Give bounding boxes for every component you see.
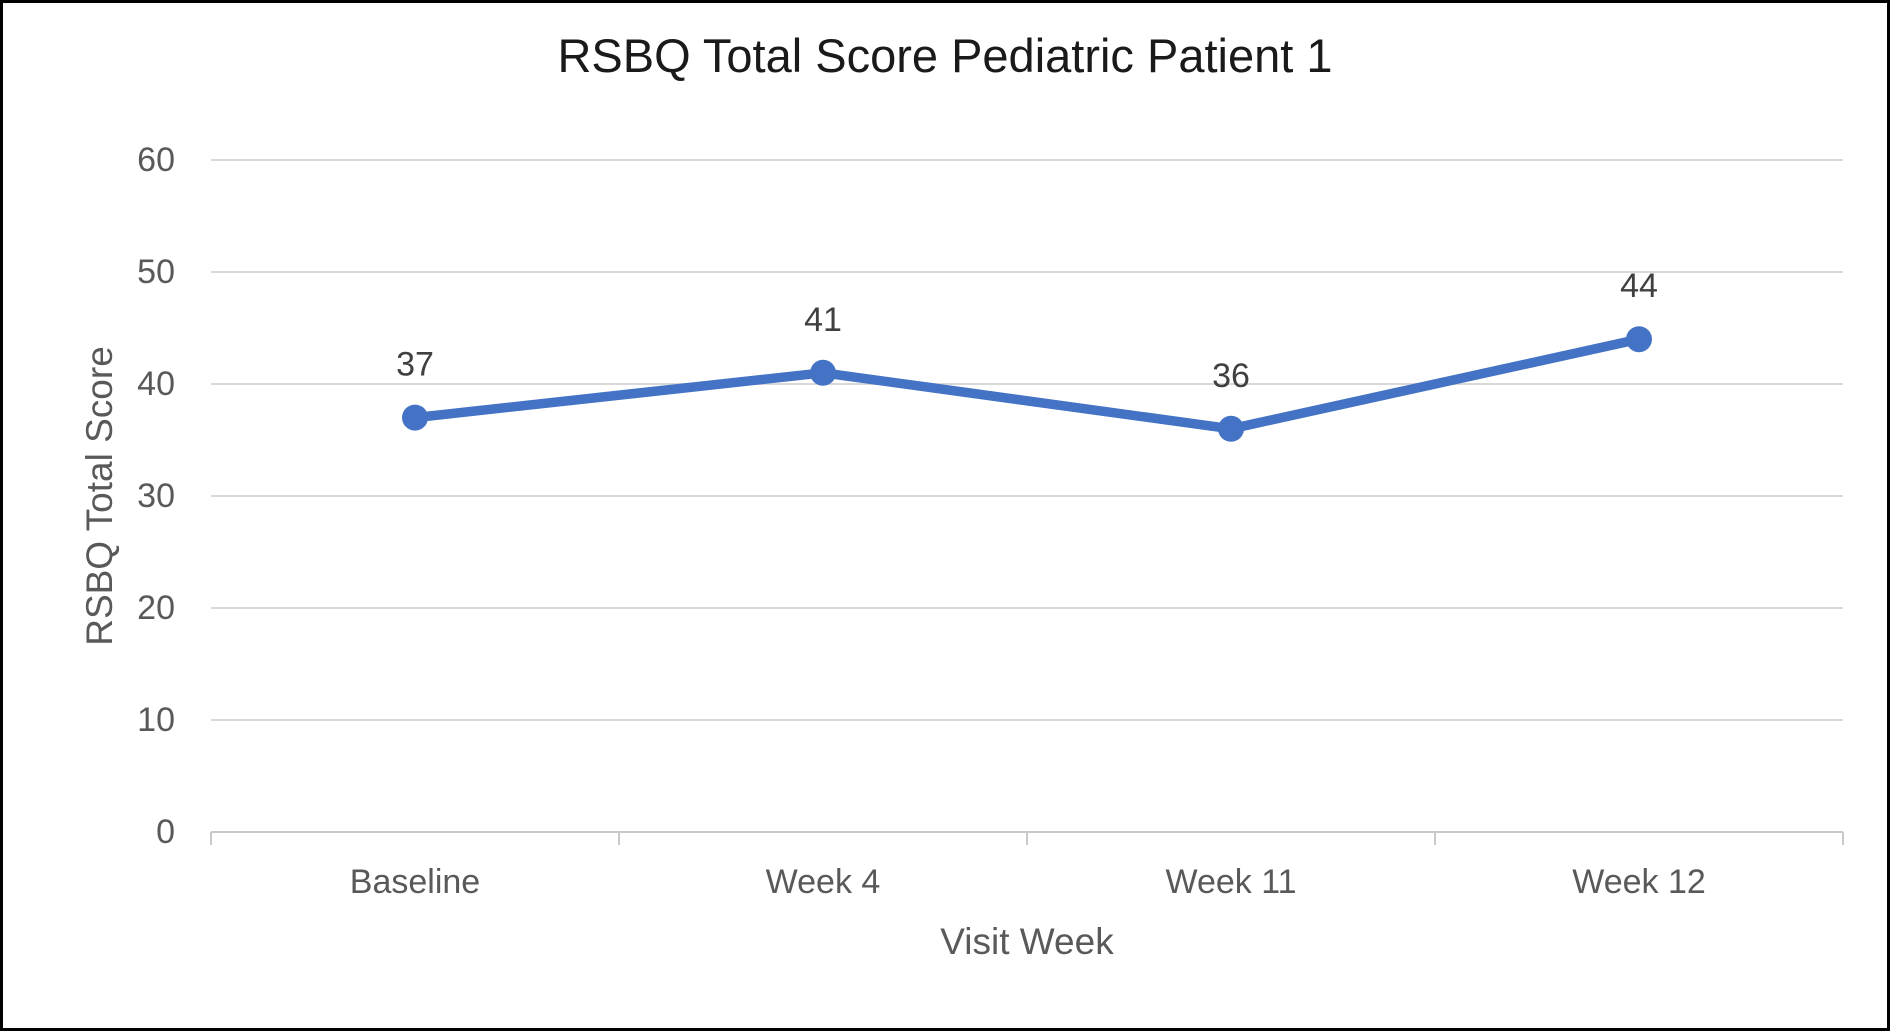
y-tick-label: 30	[137, 477, 175, 515]
series-line	[410, 334, 1644, 434]
x-category-label: Week 12	[1572, 863, 1706, 901]
line-plot-svg: 0 10 20 30 40 50 60 Baseline Week 4 Week 11 Week 1…	[137, 141, 1844, 901]
y-tick-label: 40	[137, 365, 175, 403]
y-tick-label: 10	[137, 701, 175, 739]
data-label: 44	[1620, 267, 1658, 305]
data-label: 37	[396, 346, 434, 384]
chart-title: RSBQ Total Score Pediatric Patient 1	[557, 29, 1333, 82]
data-point-marker	[402, 404, 428, 431]
data-point-marker	[810, 359, 836, 386]
x-category-label: Baseline	[350, 863, 480, 901]
y-tick-label: 50	[137, 253, 175, 291]
y-axis-title: RSBQ Total Score	[79, 346, 120, 646]
x-category-label: Week 11	[1165, 863, 1296, 901]
y-tick-label: 0	[156, 813, 175, 851]
y-tick-label: 20	[137, 589, 175, 627]
y-tick-label: 60	[137, 141, 175, 179]
x-category-label: Week 4	[766, 863, 881, 901]
data-label: 41	[804, 301, 842, 339]
data-label: 36	[1212, 357, 1250, 395]
data-point-marker	[1626, 326, 1652, 353]
x-axis-title: Visit Week	[940, 921, 1114, 962]
data-point-marker	[1218, 415, 1244, 442]
